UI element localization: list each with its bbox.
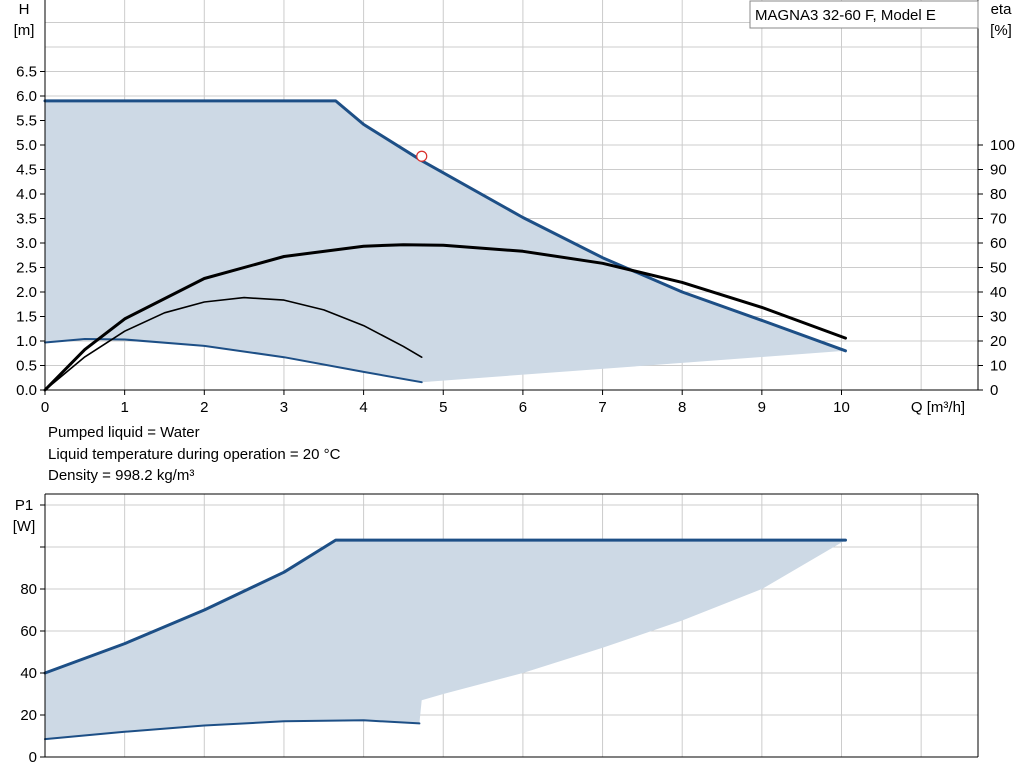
head-efficiency-chart: 0.0 0.5 1.0 1.5 2.0 2.5 3.0 3.5 4.0 4.5 5.0 5.5 6.0 6… bbox=[14, 0, 1015, 416]
power-chart: 0 20 40 60 80 P1 [W] bbox=[13, 493, 979, 766]
eta-tick-label: 50 bbox=[990, 260, 1007, 277]
h-tick-label: 1.5 bbox=[16, 309, 37, 326]
min-efficiency-curve bbox=[44, 296, 423, 391]
q-tick-label: 3 bbox=[280, 399, 288, 416]
q-axis-title: Q [m³/h] bbox=[911, 399, 965, 416]
h-tick-label: 4.5 bbox=[16, 162, 37, 179]
eta-tick-label: 70 bbox=[990, 211, 1007, 228]
max-head-curve bbox=[43, 99, 847, 353]
pumped-liquid-text: Pumped liquid = Water bbox=[48, 424, 200, 441]
duty-point-marker bbox=[416, 150, 428, 162]
p1-tick-label: 60 bbox=[20, 623, 37, 640]
p1-tick-label: 0 bbox=[29, 749, 37, 766]
q-tick-label: 2 bbox=[200, 399, 208, 416]
h-tick-label: 2.0 bbox=[16, 284, 37, 301]
h-tick-label: 5.5 bbox=[16, 113, 37, 130]
max-power-curve bbox=[43, 538, 847, 675]
q-tick-label: 8 bbox=[678, 399, 686, 416]
h-tick-label: 6.5 bbox=[16, 64, 37, 81]
max-efficiency-curve bbox=[43, 243, 847, 392]
liquid-temperature-text: Liquid temperature during operation = 20… bbox=[48, 446, 341, 463]
h-axis-title: H bbox=[19, 1, 30, 18]
eta-tick-label: 60 bbox=[990, 235, 1007, 252]
eta-tick-label: 0 bbox=[990, 382, 998, 399]
operating-area bbox=[45, 100, 846, 383]
model-title-box bbox=[749, 0, 979, 29]
q-tick-label: 4 bbox=[359, 399, 367, 416]
power-operating-area bbox=[45, 540, 846, 740]
h-tick-label: 0.0 bbox=[16, 382, 37, 399]
eta-tick-label: 40 bbox=[990, 284, 1007, 301]
q-tick-label: 1 bbox=[120, 399, 128, 416]
h-tick-label: 5.0 bbox=[16, 137, 37, 154]
q-tick-label: 10 bbox=[833, 399, 850, 416]
p1-tick-label: 40 bbox=[20, 665, 37, 682]
p1-tick-label: 20 bbox=[20, 707, 37, 724]
min-head-curve bbox=[44, 338, 423, 384]
q-tick-label: 5 bbox=[439, 399, 447, 416]
eta-tick-label: 30 bbox=[990, 309, 1007, 326]
eta-axis-title: eta bbox=[991, 1, 1013, 18]
q-tick-label: 6 bbox=[519, 399, 527, 416]
q-tick-label: 9 bbox=[758, 399, 766, 416]
h-tick-label: 2.5 bbox=[16, 260, 37, 277]
model-title: MAGNA3 32-60 F, Model E bbox=[755, 7, 936, 24]
h-tick-label: 6.0 bbox=[16, 88, 37, 105]
density-text: Density = 998.2 kg/m³ bbox=[48, 467, 195, 484]
min-power-curve bbox=[44, 719, 421, 741]
eta-axis-unit: [%] bbox=[990, 22, 1012, 39]
eta-tick-label: 20 bbox=[990, 333, 1007, 350]
q-tick-label: 7 bbox=[598, 399, 606, 416]
h-tick-label: 4.0 bbox=[16, 186, 37, 203]
h-axis-unit: [m] bbox=[14, 22, 35, 39]
p1-axis-unit: [W] bbox=[13, 518, 36, 535]
h-tick-label: 1.0 bbox=[16, 333, 37, 350]
h-tick-label: 3.5 bbox=[16, 211, 37, 228]
p1-axis-title: P1 bbox=[15, 497, 33, 514]
eta-tick-label: 10 bbox=[990, 358, 1007, 375]
h-tick-label: 3.0 bbox=[16, 235, 37, 252]
q-tick-label: 0 bbox=[41, 399, 49, 416]
p1-tick-label: 80 bbox=[20, 581, 37, 598]
eta-tick-label: 90 bbox=[990, 162, 1007, 179]
h-tick-label: 0.5 bbox=[16, 358, 37, 375]
eta-tick-label: 80 bbox=[990, 186, 1007, 203]
eta-tick-label: 100 bbox=[990, 137, 1015, 154]
